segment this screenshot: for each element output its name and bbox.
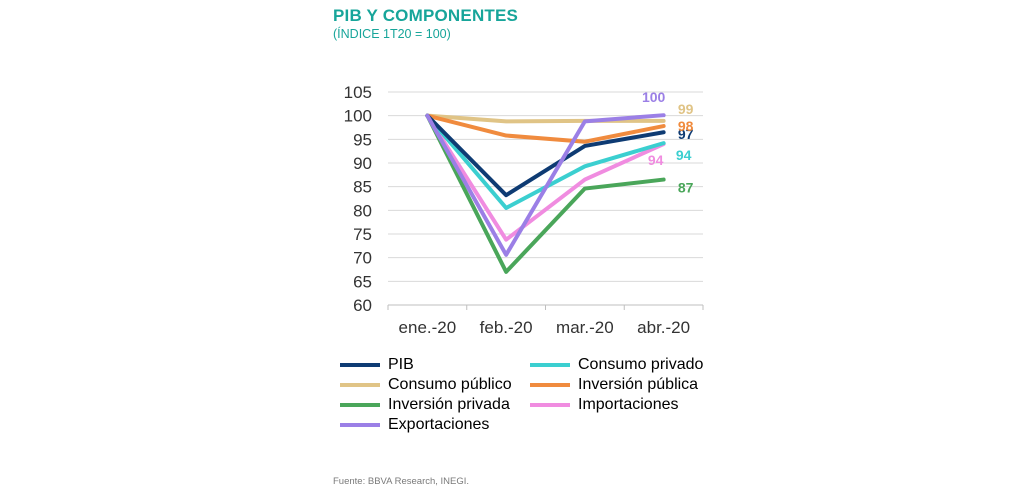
legend-label: Inversión pública: [578, 376, 699, 393]
series-line-inversión-pública: [425, 113, 666, 144]
end-value-label: 99: [678, 101, 694, 117]
y-tick-label: 85: [353, 178, 372, 197]
legend-swatch: [530, 383, 570, 387]
legend-item: Exportaciones: [340, 416, 489, 434]
y-tick-label: 90: [353, 154, 372, 173]
x-tick-label: ene.-20: [399, 318, 457, 337]
legend-item: Consumo público: [340, 376, 512, 394]
legend-item: Importaciones: [530, 396, 679, 414]
end-value-label: 100: [642, 89, 666, 105]
y-tick-label: 100: [344, 107, 372, 126]
chart-subtitle: (ÍNDICE 1T20 = 100): [333, 27, 451, 41]
series-line-inversión-privada: [425, 113, 666, 274]
source-note: Fuente: BBVA Research, INEGI.: [333, 476, 470, 487]
series-line-pib: [425, 113, 666, 198]
y-tick-label: 75: [353, 225, 372, 244]
series-line-importaciones: [425, 113, 666, 242]
legend-label: Consumo privado: [578, 356, 704, 373]
end-value-label: 94: [648, 152, 664, 168]
x-tick-label: abr.-20: [637, 318, 690, 337]
y-tick-label: 95: [353, 130, 372, 149]
legend-item: PIB: [340, 356, 414, 374]
y-tick-label: 70: [353, 249, 372, 268]
x-tick-label: feb.-20: [480, 318, 533, 337]
legend-swatch: [340, 423, 380, 427]
legend-swatch: [530, 363, 570, 367]
end-value-label: 98: [678, 118, 694, 134]
legend-label: Importaciones: [578, 396, 679, 413]
series-line-consumo-público: [425, 113, 666, 124]
legend-label: Exportaciones: [388, 416, 490, 433]
chart-title: PIB Y COMPONENTES: [333, 6, 519, 25]
y-tick-label: 80: [353, 201, 372, 220]
y-tick-label: 65: [353, 272, 372, 291]
y-tick-label: 60: [353, 296, 372, 315]
legend-swatch: [530, 403, 570, 407]
legend-label: PIB: [388, 356, 414, 373]
series-line-exportaciones: [425, 113, 666, 257]
end-value-label: 97: [678, 126, 694, 142]
legend-item: Inversión privada: [340, 396, 510, 414]
legend-item: Inversión pública: [530, 376, 698, 394]
x-tick-label: mar.-20: [556, 318, 614, 337]
end-value-label: 87: [678, 180, 694, 196]
legend-label: Inversión privada: [388, 396, 510, 413]
legend-label: Consumo público: [388, 376, 512, 393]
end-value-label: 94: [676, 147, 692, 163]
legend-swatch: [340, 383, 380, 387]
y-tick-label: 105: [344, 83, 372, 102]
legend-swatch: [340, 403, 380, 407]
legend-item: Consumo privado: [530, 356, 703, 374]
legend-swatch: [340, 363, 380, 367]
